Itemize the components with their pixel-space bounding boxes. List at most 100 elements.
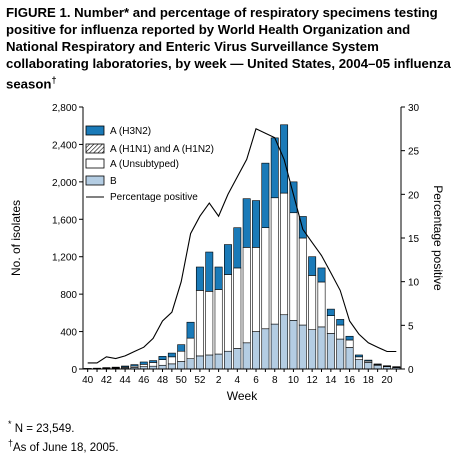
- bar-b: [270, 323, 279, 370]
- bar-unsubtyped: [261, 227, 270, 330]
- y-tick-label: 400: [60, 328, 77, 339]
- bar-h3n2: [158, 356, 167, 360]
- y-tick-label: 2,000: [52, 178, 77, 189]
- y2-ticks: 0 5 10 15 20 25 30: [401, 103, 420, 376]
- x-tick-label: 8: [272, 375, 278, 386]
- figure-title-text: FIGURE 1. Number* and percentage of resp…: [6, 5, 451, 92]
- bars: [83, 124, 401, 370]
- y-tick-label: 800: [60, 290, 77, 301]
- bar-h3n2: [233, 227, 242, 269]
- bar-unsubtyped: [224, 274, 232, 352]
- bar-h3n2: [167, 352, 176, 358]
- legend-swatch-b: [85, 175, 105, 186]
- bar-unsubtyped: [298, 237, 307, 326]
- bar-b: [317, 326, 326, 370]
- footnote-2-marker: †: [8, 437, 14, 448]
- bar-b: [224, 350, 232, 370]
- x-tick-label: 48: [157, 375, 169, 386]
- bar-h3n2: [139, 361, 148, 365]
- bar-b: [336, 338, 345, 370]
- bar-unsubtyped: [158, 359, 167, 366]
- bar-unsubtyped: [205, 291, 214, 356]
- bar-unsubtyped: [336, 324, 345, 340]
- bar-unsubtyped: [242, 247, 251, 344]
- y-tick-label: 0: [71, 365, 77, 376]
- legend-label-h1n1: A (H1N1) and A (H1N2): [110, 144, 214, 155]
- x-tick-label: 6: [253, 375, 259, 386]
- footnote-1-marker: *: [8, 419, 12, 429]
- bar-b: [252, 331, 260, 370]
- bar-unsubtyped: [317, 281, 326, 328]
- bar-h3n2: [364, 359, 373, 362]
- legend: A (H3N2) A (H1N1) and A (H1N2) A (Unsubt…: [85, 125, 214, 203]
- bar-b: [261, 328, 270, 370]
- y2-tick-label: 5: [408, 321, 414, 332]
- bar-unsubtyped: [308, 275, 317, 330]
- bar-unsubtyped: [186, 337, 195, 360]
- bar-b: [167, 363, 176, 370]
- x-tick-label: 40: [82, 375, 94, 386]
- bar-h3n2: [121, 365, 130, 368]
- x-tick-label: 20: [381, 375, 393, 386]
- bar-unsubtyped: [252, 247, 260, 332]
- bar-h3n2: [130, 364, 139, 367]
- y-axis-label: No. of isolates: [9, 200, 23, 276]
- bar-unsubtyped: [195, 290, 204, 357]
- bar-b: [364, 362, 373, 370]
- bar-h3n2: [289, 181, 298, 214]
- x-axis-label: Week: [227, 389, 258, 403]
- x-tick-label: 14: [325, 375, 337, 386]
- percentage-line-group: [87, 128, 397, 364]
- bar-h3n2: [177, 344, 186, 352]
- x-tick-label: 4: [235, 375, 241, 386]
- bar-b: [214, 353, 223, 370]
- legend-label-unsubtyped: A (Unsubtyped): [110, 159, 179, 170]
- y2-tick-label: 0: [408, 365, 414, 376]
- bar-b: [233, 348, 242, 370]
- y2-tick-label: 20: [408, 190, 420, 201]
- footnote-1-text: N = 23,549.: [11, 422, 75, 435]
- bar-unsubtyped: [345, 339, 354, 348]
- bar-b: [195, 355, 204, 370]
- bar-b: [298, 324, 307, 370]
- bar-b: [242, 342, 251, 370]
- y-ticks: 0 400 800 1,200 1,600 2,000 2,400 2,800: [52, 103, 83, 376]
- legend-label-line: Percentage positive: [110, 192, 198, 203]
- bar-unsubtyped: [139, 364, 148, 367]
- x-tick-label: 2: [216, 375, 222, 386]
- y-tick-label: 1,600: [52, 215, 77, 226]
- footnote-2-text: As of June 18, 2005.: [13, 441, 119, 454]
- y2-tick-label: 10: [408, 278, 420, 289]
- x-tick-label: 10: [288, 375, 300, 386]
- bar-b: [177, 361, 186, 370]
- bar-unsubtyped: [289, 212, 298, 321]
- legend-swatch-unsubtyped: [85, 158, 105, 169]
- bar-unsubtyped: [280, 192, 289, 316]
- x-ticks: 40 42 44 46 48 50 52 2 4 6 8 10 12 14 16 18 20: [82, 369, 397, 386]
- bar-unsubtyped: [214, 289, 223, 355]
- x-tick-label: 44: [120, 375, 132, 386]
- bar-h3n2: [373, 363, 382, 365]
- x-tick-label: 18: [363, 375, 375, 386]
- bar-h3n2: [214, 266, 223, 290]
- bar-h3n2: [270, 137, 279, 199]
- bar-h3n2: [252, 200, 260, 248]
- bar-h3n2: [195, 266, 204, 291]
- footnote-2: †As of June 18, 2005.: [8, 436, 119, 455]
- y2-tick-label: 25: [408, 147, 420, 158]
- x-tick-label: 52: [194, 375, 206, 386]
- x-tick-label: 16: [344, 375, 356, 386]
- footnotes: * N = 23,549. †As of June 18, 2005.: [8, 417, 119, 455]
- bar-h3n2: [224, 244, 232, 275]
- y2-axis-label: Percentage positive: [431, 185, 445, 291]
- y2-tick-label: 15: [408, 234, 420, 245]
- bar-h3n2: [149, 360, 158, 363]
- x-tick-label: 46: [138, 375, 150, 386]
- y2-tick-label: 30: [408, 103, 420, 114]
- title-footnote-marker: †: [51, 75, 57, 85]
- bar-h3n2: [345, 335, 354, 341]
- bar-h3n2: [336, 319, 345, 326]
- y-tick-label: 2,800: [52, 103, 77, 114]
- bar-h3n2: [186, 321, 195, 339]
